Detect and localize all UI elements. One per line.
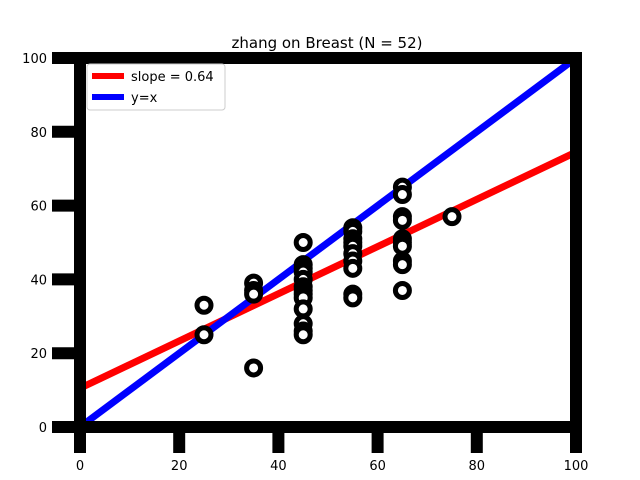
y-tick-label: 0 <box>39 421 47 436</box>
data-point <box>392 280 412 300</box>
data-point <box>293 233 313 252</box>
axes: 0 20 40 60 80 100 0 20 40 60 80 100 <box>22 52 588 474</box>
data-point <box>343 288 363 308</box>
data-point <box>244 284 264 304</box>
legend: slope = 0.64 y=x <box>86 63 226 111</box>
data-point <box>244 358 264 378</box>
data-point <box>392 236 412 256</box>
x-tick-label: 0 <box>76 459 84 474</box>
data-point <box>392 185 412 205</box>
data-point <box>293 299 313 319</box>
data-point <box>442 207 462 227</box>
data-point <box>343 258 363 278</box>
y-tick-label: 80 <box>30 126 47 141</box>
x-tick-label: 80 <box>469 459 486 474</box>
x-tick-label: 100 <box>564 459 589 474</box>
x-tick-label: 60 <box>369 459 386 474</box>
chart-title: zhang on Breast (N = 52) <box>232 34 423 52</box>
y-tick-label: 20 <box>30 347 47 362</box>
fit-lines <box>80 58 576 427</box>
legend-label: y=x <box>131 91 158 106</box>
data-point <box>293 325 313 345</box>
data-point <box>194 325 214 345</box>
fit-line-2 <box>80 58 576 427</box>
data-point <box>194 295 214 315</box>
y-tick-label: 100 <box>22 52 47 67</box>
fit-line-1 <box>80 148 576 392</box>
data-points <box>194 177 462 378</box>
x-tick-label: 40 <box>270 459 287 474</box>
legend-label: slope = 0.64 <box>131 70 214 85</box>
data-point <box>392 210 412 230</box>
y-tick-label: 60 <box>30 200 47 215</box>
data-point <box>392 255 412 275</box>
y-tick-label: 40 <box>30 273 47 288</box>
x-tick-label: 20 <box>171 459 188 474</box>
